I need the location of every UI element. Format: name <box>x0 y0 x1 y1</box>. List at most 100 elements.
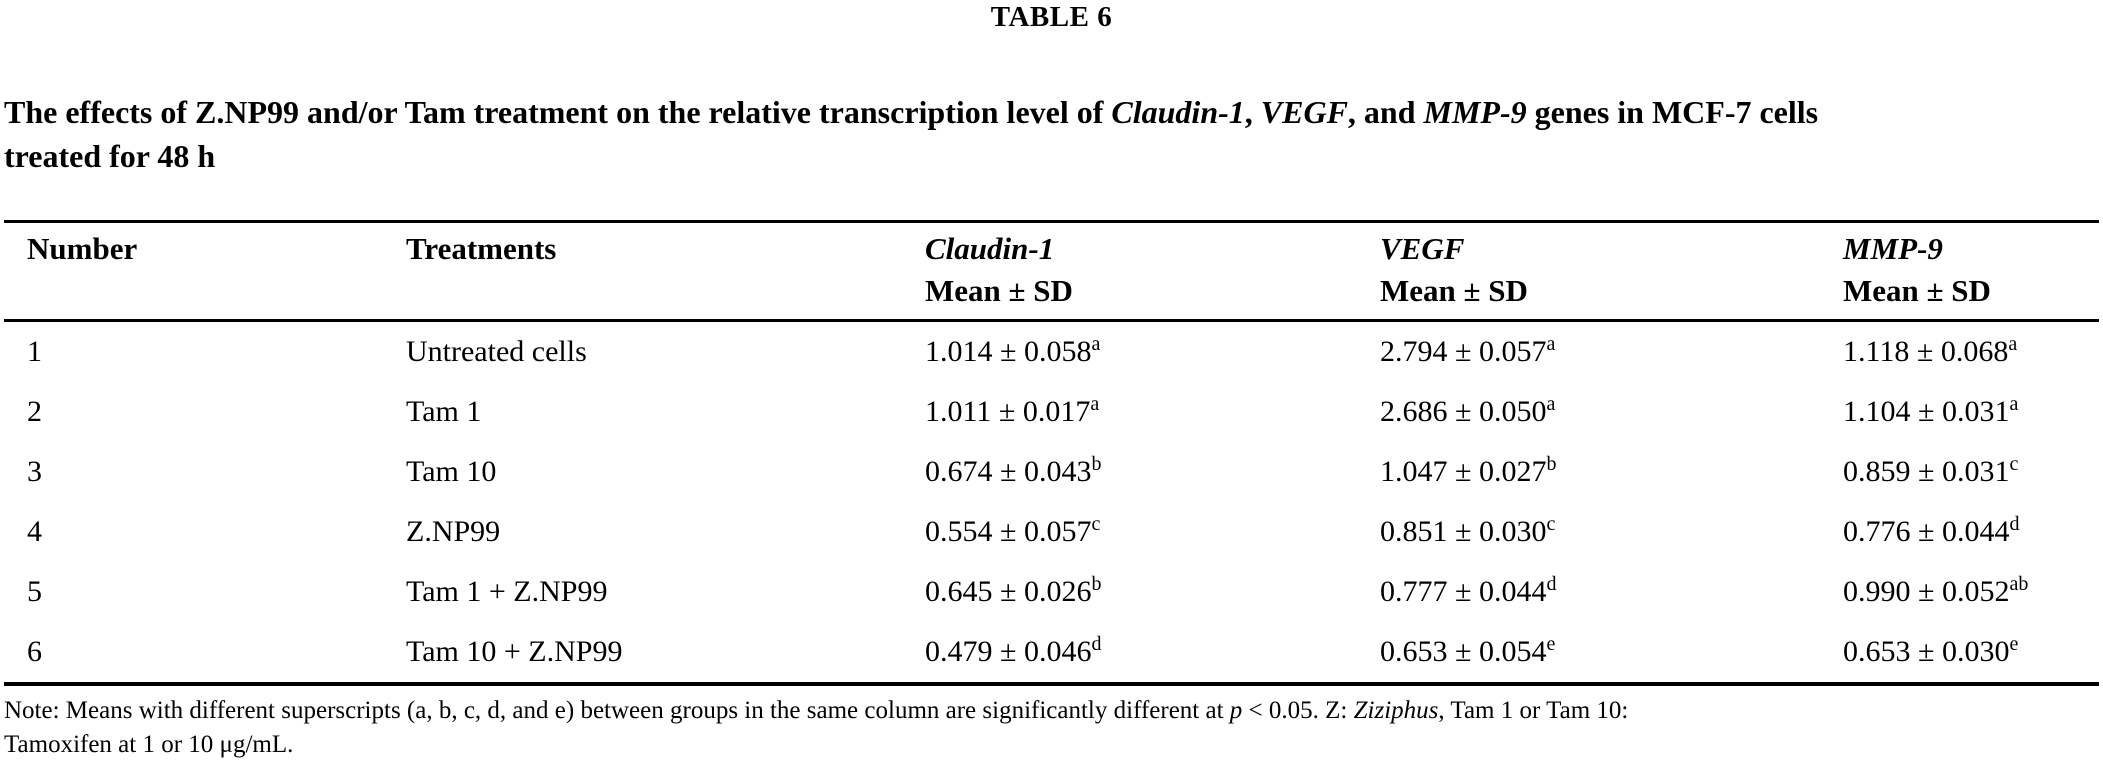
mean-sd-value: 0.479 ± 0.046 <box>925 635 1092 668</box>
significance-superscript: c <box>1546 513 1556 535</box>
cell-claudin1: 0.479 ± 0.046d <box>925 622 1380 684</box>
cell-mmp9: 0.859 ± 0.031c <box>1843 442 2099 502</box>
column-sublabel <box>406 271 925 311</box>
cell-claudin1: 1.011 ± 0.017a <box>925 382 1380 442</box>
column-sublabel: Mean ± SD <box>1380 273 1528 308</box>
cell-claudin1: 0.674 ± 0.043b <box>925 442 1380 502</box>
footnote-p-value: p <box>1229 697 1243 724</box>
significance-superscript: c <box>1091 513 1101 535</box>
mean-sd-value: 0.851 ± 0.030 <box>1380 515 1547 548</box>
column-header-number: Number <box>4 221 406 322</box>
cell-treatment: Tam 10 + Z.NP99 <box>406 635 623 668</box>
significance-superscript: a <box>2009 393 2019 415</box>
cell-number: 5 <box>27 575 42 608</box>
caption-gene-mmp9: MMP-9 <box>1423 94 1527 130</box>
mean-sd-value: 0.645 ± 0.026 <box>925 575 1092 608</box>
cell-vegf: 2.794 ± 0.057a <box>1380 321 1843 383</box>
mean-sd-value: 1.011 ± 0.017 <box>925 395 1091 428</box>
column-label: VEGF <box>1380 231 1465 266</box>
column-label: Treatments <box>406 231 557 266</box>
mean-sd-value: 0.776 ± 0.044 <box>1843 515 2010 548</box>
significance-superscript: b <box>1091 453 1102 475</box>
cell-mmp9: 0.653 ± 0.030e <box>1843 622 2099 684</box>
mean-sd-value: 2.686 ± 0.050 <box>1380 395 1547 428</box>
footnote-text: Tamoxifen at 1 or 10 μg/mL. <box>4 731 294 758</box>
mean-sd-value: 1.104 ± 0.031 <box>1843 395 2010 428</box>
caption-gene-claudin1: Claudin-1 <box>1111 94 1245 130</box>
table-number-label: TABLE 6 <box>990 1 1113 33</box>
significance-superscript: d <box>1546 573 1557 595</box>
cell-claudin1: 0.645 ± 0.026b <box>925 562 1380 622</box>
table-row: 6 Tam 10 + Z.NP99 0.479 ± 0.046d 0.653 ±… <box>4 622 2099 684</box>
column-header-treatments: Treatments <box>406 221 925 322</box>
mean-sd-value: 1.014 ± 0.058 <box>925 335 1092 368</box>
column-label: Number <box>27 231 138 266</box>
column-label: MMP-9 <box>1843 231 1943 266</box>
caption-text: treated for 48 h <box>4 138 216 174</box>
cell-vegf: 0.851 ± 0.030c <box>1380 502 1843 562</box>
mean-sd-value: 0.777 ± 0.044 <box>1380 575 1547 608</box>
column-header-claudin1: Claudin-1 Mean ± SD <box>925 221 1380 322</box>
significance-superscript: e <box>2009 633 2019 655</box>
column-sublabel: Mean ± SD <box>925 273 1073 308</box>
header-row: Number Treatments Claudin-1 Mean ± SD VE… <box>4 221 2099 322</box>
mean-sd-value: 1.118 ± 0.068 <box>1843 335 2009 368</box>
table-row: 1 Untreated cells 1.014 ± 0.058a 2.794 ±… <box>4 321 2099 383</box>
column-sublabel <box>27 271 406 311</box>
mean-sd-value: 1.047 ± 0.027 <box>1380 455 1547 488</box>
mean-sd-value: 0.653 ± 0.054 <box>1380 635 1547 668</box>
cell-vegf: 0.653 ± 0.054e <box>1380 622 1843 684</box>
significance-superscript: e <box>1546 633 1556 655</box>
column-header-mmp9: MMP-9 Mean ± SD <box>1843 221 2099 322</box>
cell-treatment: Tam 10 <box>406 455 497 488</box>
significance-superscript: c <box>2009 453 2019 475</box>
significance-superscript: a <box>1546 333 1556 355</box>
footnote-genus-name: Ziziphus <box>1353 697 1439 724</box>
cell-claudin1: 1.014 ± 0.058a <box>925 321 1380 383</box>
mean-sd-value: 0.653 ± 0.030 <box>1843 635 2010 668</box>
cell-number: 2 <box>27 395 42 428</box>
significance-superscript: a <box>1090 393 1100 415</box>
mean-sd-value: 0.859 ± 0.031 <box>1843 455 2010 488</box>
significance-superscript: b <box>1091 573 1102 595</box>
mean-sd-value: 0.554 ± 0.057 <box>925 515 1092 548</box>
caption-gene-vegf: VEGF <box>1260 94 1348 130</box>
cell-mmp9: 0.990 ± 0.052ab <box>1843 562 2099 622</box>
cell-treatment: Tam 1 + Z.NP99 <box>406 575 608 608</box>
caption-text: , and <box>1347 94 1424 130</box>
significance-superscript: ab <box>2009 573 2029 595</box>
cell-number: 6 <box>27 635 42 668</box>
cell-vegf: 2.686 ± 0.050a <box>1380 382 1843 442</box>
cell-vegf: 1.047 ± 0.027b <box>1380 442 1843 502</box>
cell-mmp9: 1.104 ± 0.031a <box>1843 382 2099 442</box>
cell-number: 3 <box>27 455 42 488</box>
table-header: Number Treatments Claudin-1 Mean ± SD VE… <box>4 221 2099 322</box>
footnote-text: , Tam 1 or Tam 10: <box>1438 697 1629 724</box>
table-caption: The effects of Z.NP99 and/or Tam treatme… <box>4 90 2099 178</box>
significance-superscript: a <box>1091 333 1101 355</box>
cell-treatment: Untreated cells <box>406 335 587 368</box>
significance-superscript: d <box>2009 513 2020 535</box>
footnote-text: Note: Means with different superscripts … <box>4 697 1230 724</box>
mean-sd-value: 0.990 ± 0.052 <box>1843 575 2010 608</box>
column-sublabel: Mean ± SD <box>1843 273 1991 308</box>
cell-mmp9: 0.776 ± 0.044d <box>1843 502 2099 562</box>
significance-superscript: d <box>1091 633 1102 655</box>
table-row: 5 Tam 1 + Z.NP99 0.645 ± 0.026b 0.777 ± … <box>4 562 2099 622</box>
table-row: 2 Tam 1 1.011 ± 0.017a 2.686 ± 0.050a 1.… <box>4 382 2099 442</box>
mean-sd-value: 0.674 ± 0.043 <box>925 455 1092 488</box>
table-row: 4 Z.NP99 0.554 ± 0.057c 0.851 ± 0.030c 0… <box>4 502 2099 562</box>
significance-superscript: b <box>1546 453 1557 475</box>
results-table: Number Treatments Claudin-1 Mean ± SD VE… <box>4 220 2099 686</box>
cell-claudin1: 0.554 ± 0.057c <box>925 502 1380 562</box>
caption-text: , <box>1244 94 1261 130</box>
table-row: 3 Tam 10 0.674 ± 0.043b 1.047 ± 0.027b 0… <box>4 442 2099 502</box>
footnote-text: < 0.05. Z: <box>1242 697 1354 724</box>
cell-number: 1 <box>27 335 42 368</box>
column-header-vegf: VEGF Mean ± SD <box>1380 221 1843 322</box>
table-body: 1 Untreated cells 1.014 ± 0.058a 2.794 ±… <box>4 321 2099 685</box>
cell-treatment: Z.NP99 <box>406 515 501 548</box>
caption-text: genes in MCF-7 cells <box>1526 94 1819 130</box>
cell-treatment: Tam 1 <box>406 395 482 428</box>
